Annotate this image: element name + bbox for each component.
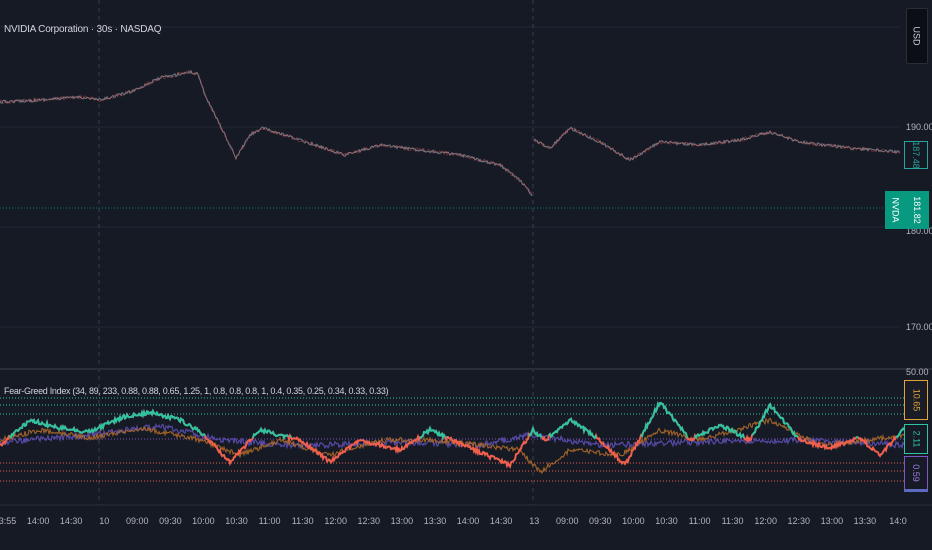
time-axis-label: 09:30 [589,516,612,526]
currency-label: USD [911,26,922,46]
time-axis-label: 12:30 [358,516,381,526]
time-axis-label: 09:00 [556,516,579,526]
time-axis-label: 10 [99,516,109,526]
time-axis-label: 10:00 [192,516,215,526]
indicator-fear-line [0,401,906,469]
time-axis-label: 09:30 [159,516,182,526]
time-axis-label: 12:00 [324,516,347,526]
indicator-lower-tag: 0.59 [904,456,928,492]
symbol-title[interactable]: NVIDIA Corporation · 30s · NASDAQ [4,24,162,35]
indicator-title[interactable]: Fear-Greed Index (34, 89, 233, 0.88, 0.8… [4,386,389,396]
last-close-tag: 187.48 [904,141,928,169]
time-axis-label: 13:55 [0,516,16,526]
time-axis-label: 10:00 [622,516,645,526]
current-price-tag: 181.82 [905,191,929,229]
time-axis-label: 11:00 [259,516,281,526]
time-axis-label: 13:00 [821,516,844,526]
time-axis-label: 11:00 [689,516,711,526]
indicator-mid-line [0,417,906,475]
time-axis-label: 14:30 [490,516,513,526]
time-axis-label: 10:30 [225,516,248,526]
time-axis-label: 11:30 [292,516,314,526]
time-axis-label: 13 [529,516,539,526]
price-line-overlay [0,69,901,195]
price-line [0,69,901,197]
indicator-upper-tag: 10.65 [904,380,928,420]
time-axis-label: 13:00 [391,516,414,526]
time-axis-label: 12:30 [788,516,811,526]
price-axis-label: 180.00 [906,226,932,236]
time-axis-label: 14:00 [457,516,480,526]
price-series [0,69,901,197]
time-axis-label: 11:30 [722,516,744,526]
indicator-series [0,401,906,475]
time-axis-label: 10:30 [655,516,678,526]
time-axis-label: 14:00 [27,516,50,526]
time-axis-label: 14:30 [60,516,83,526]
currency-button[interactable]: USD [906,8,928,64]
price-axis[interactable]: 190.00 180.00 170.00 50.00 [906,122,932,377]
price-axis-label: 50.00 [906,367,929,377]
time-axis-label: 09:00 [126,516,149,526]
price-grid [0,26,900,328]
indicator-mid-tag: 2.11 [904,424,928,454]
time-axis-label: 14:0 [889,516,907,526]
symbol-tag[interactable]: NVDA [885,191,905,229]
time-axis[interactable]: 13:55 14:00 14:30 10 09:00 09:30 10:00 10:30 11:… [0,516,907,526]
time-axis-label: 13:30 [424,516,447,526]
price-axis-label: 190.00 [906,122,932,132]
time-axis-label: 13:30 [854,516,877,526]
price-axis-label: 170.00 [906,322,932,332]
indicator-slow-line [0,423,906,450]
indicator-greed-line [8,401,906,441]
time-axis-label: 12:00 [754,516,777,526]
